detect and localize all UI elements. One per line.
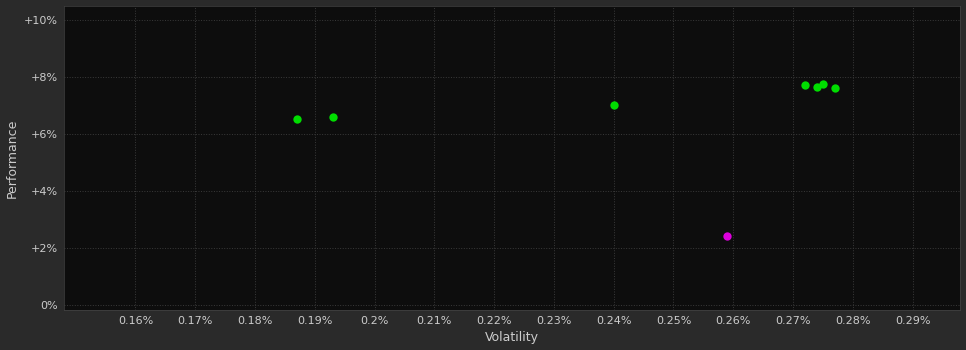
X-axis label: Volatility: Volatility: [485, 331, 539, 344]
Y-axis label: Performance: Performance: [6, 118, 18, 198]
